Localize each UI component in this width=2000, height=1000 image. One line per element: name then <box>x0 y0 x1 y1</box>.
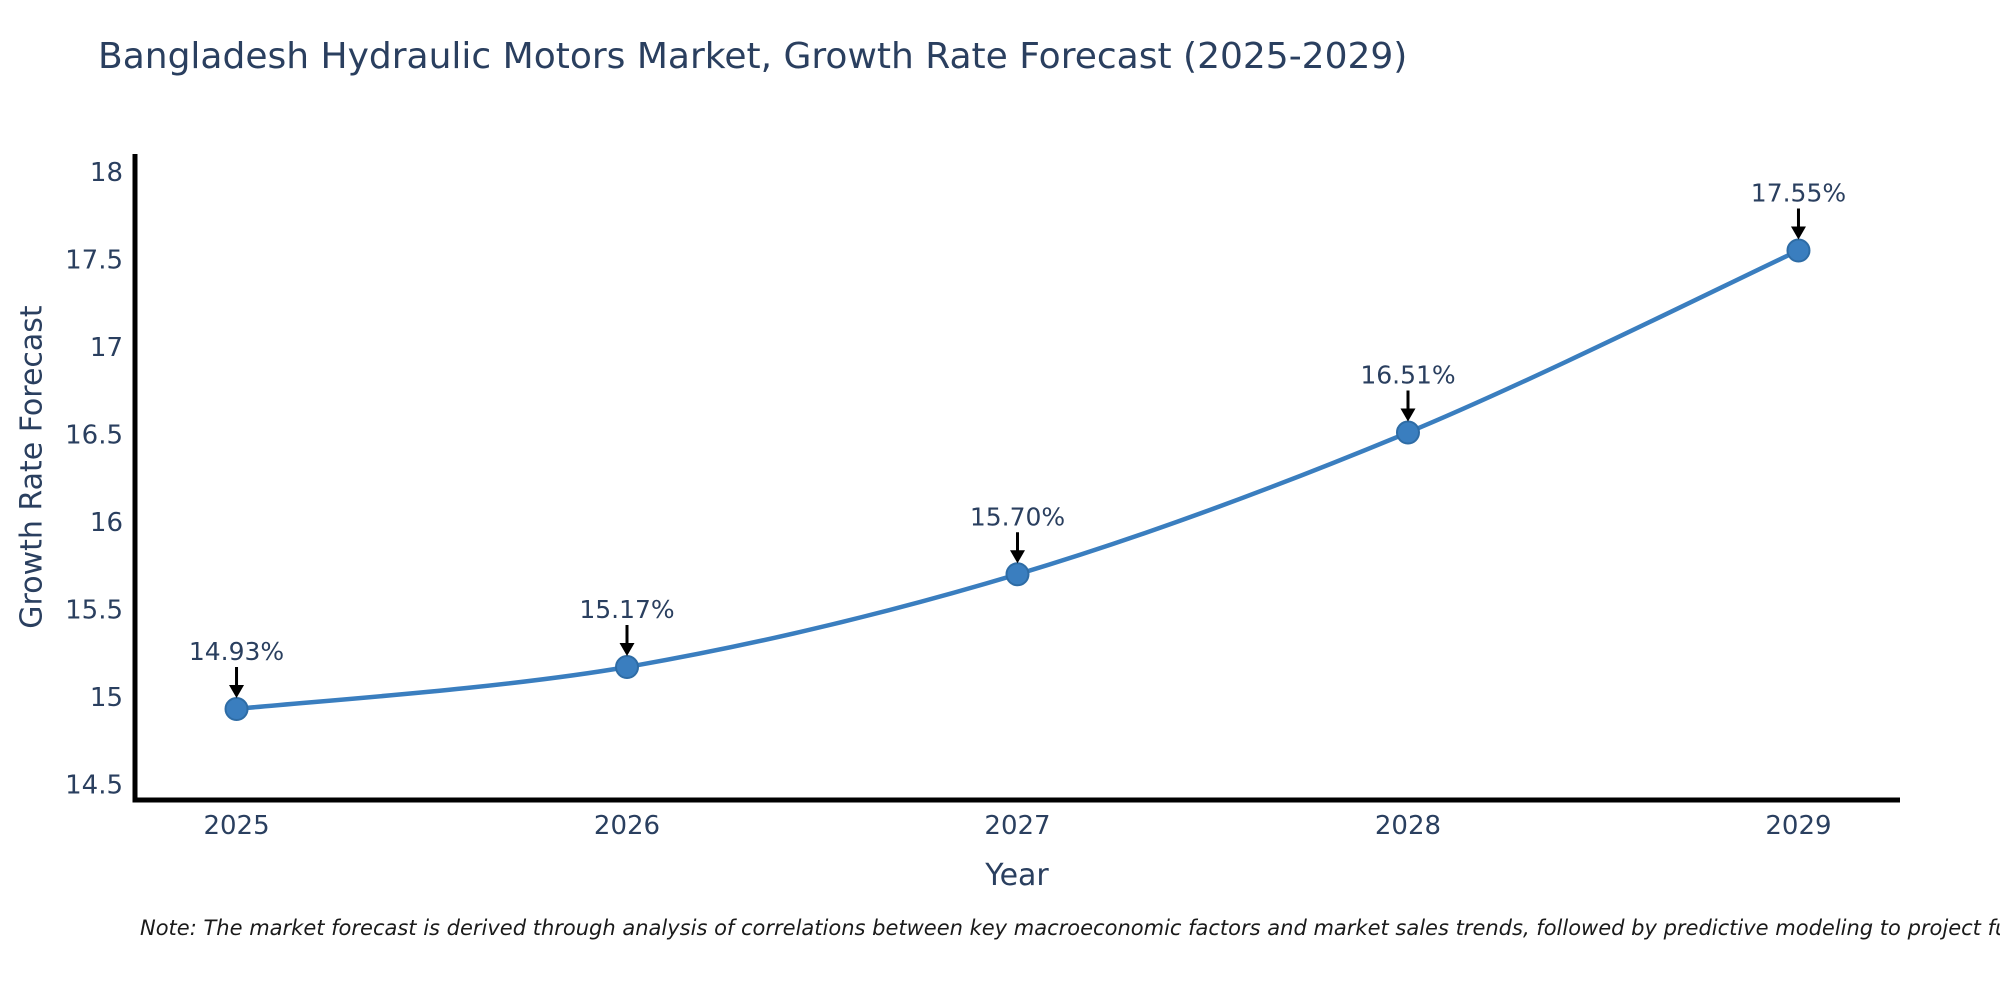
data-point-marker <box>1005 562 1030 587</box>
annotation-arrowhead <box>229 685 245 698</box>
y-tick-label: 17 <box>90 333 123 363</box>
x-tick-label: 2026 <box>594 811 660 841</box>
footnote: Note: The market forecast is derived thr… <box>140 916 2000 940</box>
annotation-label: 15.17% <box>579 595 674 624</box>
x-tick-label: 2029 <box>1765 811 1831 841</box>
data-point-marker <box>615 655 640 679</box>
y-tick-label: 17.5 <box>65 245 123 275</box>
x-axis-title: Year <box>985 858 1049 893</box>
y-tick-label: 16 <box>90 508 123 538</box>
y-tick-label: 15.5 <box>65 595 123 625</box>
annotation-arrowhead <box>1790 226 1806 240</box>
y-tick-label: 15 <box>90 683 123 713</box>
x-tick-label: 2025 <box>203 811 269 841</box>
data-point-marker <box>224 697 249 721</box>
data-point-marker <box>1786 238 1811 263</box>
x-tick-label: 2027 <box>984 811 1050 841</box>
annotation-arrowhead <box>1010 550 1025 564</box>
y-tick-label: 18 <box>90 158 123 188</box>
data-point-marker <box>1395 420 1420 445</box>
y-tick-label: 16.5 <box>65 420 123 450</box>
annotation-label: 16.51% <box>1360 361 1455 390</box>
trend-line <box>234 248 1801 712</box>
y-tick-label: 14.5 <box>65 770 123 800</box>
annotation-arrowhead <box>1400 408 1416 422</box>
chart-title: Bangladesh Hydraulic Motors Market, Grow… <box>98 36 1408 77</box>
annotation-label: 14.93% <box>189 637 284 666</box>
x-tick-label: 2028 <box>1375 811 1441 841</box>
annotation-label: 17.55% <box>1751 179 1846 208</box>
annotation-label: 15.70% <box>970 502 1065 531</box>
annotation-arrowhead <box>619 643 635 656</box>
